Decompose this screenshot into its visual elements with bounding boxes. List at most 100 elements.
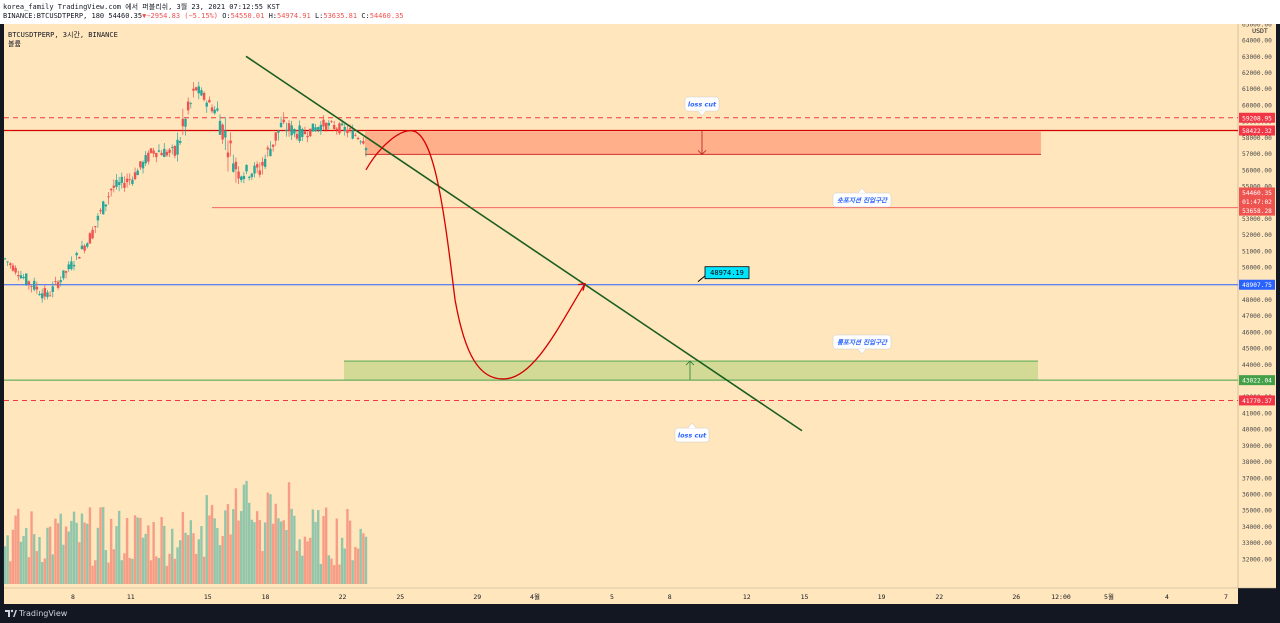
volume-bar [356, 548, 360, 584]
volume-bar [67, 531, 70, 584]
volume-bar [176, 547, 179, 584]
short-entry-label-pointer [857, 187, 867, 194]
candle-body [91, 229, 94, 239]
loss-cut-top-label-pointer [697, 110, 707, 117]
volume-bar [362, 533, 365, 584]
candle-body [248, 176, 251, 178]
y-tick-label: 53000.00 [1242, 216, 1272, 223]
tradingview-logo-icon[interactable] [5, 609, 17, 618]
price-axis-tag-text: 58422.32 [1242, 128, 1272, 135]
candle-body [165, 151, 169, 156]
volume-bar [197, 539, 200, 584]
x-tick-label: 7 [1224, 593, 1228, 601]
volume-bar [17, 508, 20, 584]
candle-body [123, 182, 126, 188]
candle-body [46, 292, 49, 297]
volume-bar [242, 484, 246, 584]
loss-cut-top-label-text: loss cut [688, 101, 717, 109]
volume-bar [263, 522, 267, 584]
candle-body [253, 165, 256, 174]
volume-bar [102, 506, 105, 584]
volume-bar [27, 557, 31, 584]
volume-bar [271, 523, 275, 584]
candle-body [279, 122, 283, 128]
volume-bar [141, 537, 145, 584]
candle-body [324, 122, 328, 131]
volume-bar [332, 565, 336, 584]
volume-bar [306, 541, 309, 584]
short-entry-zone [365, 131, 1041, 155]
candle-body [173, 146, 177, 156]
candle-body [147, 152, 150, 162]
candle-body [285, 129, 288, 132]
volume-bar [224, 510, 227, 584]
projected-price-path [365, 130, 586, 380]
candle-body [226, 152, 230, 158]
candle-body [221, 124, 224, 140]
downtrend-line [245, 55, 803, 432]
volume-bar [46, 527, 49, 584]
candle-body [19, 275, 23, 279]
volume-bar [255, 511, 259, 584]
volume-bar [48, 526, 52, 584]
candle-body [136, 170, 139, 176]
price-chart[interactable]: USDT 32000.00 33000.00 34000.00 35000.00 3600… [0, 24, 1280, 604]
y-tick-label: 46000.00 [1242, 329, 1272, 336]
y-tick-label: 51000.00 [1242, 248, 1272, 255]
volume-bar [163, 525, 166, 584]
candle-body [216, 108, 219, 111]
candle-body [168, 149, 171, 153]
close-label: C: [361, 12, 370, 20]
volume-bar [234, 488, 238, 584]
price-axis-tag [1239, 205, 1275, 216]
y-tick-label: 38000.00 [1242, 459, 1272, 466]
volume-bar [54, 518, 57, 584]
candle-body [117, 182, 121, 186]
last-price: 54460.35 [108, 12, 143, 20]
volume-bar [213, 518, 216, 584]
volume-bar [200, 526, 203, 584]
volume-bar [22, 535, 25, 584]
candle-body [293, 129, 296, 134]
volume-bar [178, 540, 182, 584]
volume-bar [128, 557, 131, 584]
x-tick-label: 12 [743, 593, 751, 601]
volume-bar [125, 518, 129, 584]
low-label: L: [314, 12, 324, 20]
price-axis-tag-text: 54460.35 [1242, 190, 1272, 197]
candle-body [70, 261, 73, 270]
volume-bar [62, 544, 65, 584]
candle-body [311, 123, 315, 132]
candle-body [75, 252, 78, 256]
volume-bar [6, 535, 9, 584]
volume-bar [51, 554, 54, 584]
candle-body [78, 257, 81, 259]
candle-body [51, 286, 54, 292]
candle-body [88, 233, 92, 244]
candle-body [271, 144, 275, 147]
candle-body [327, 122, 331, 126]
target-price-box[interactable] [704, 266, 750, 280]
candle-body [309, 128, 312, 137]
price-axis-tag [1239, 196, 1275, 207]
volume-bar [269, 494, 272, 584]
long-entry-label-text: 롱포지션 진입구간 [837, 339, 888, 347]
volume-bar [83, 522, 86, 584]
y-tick-label: 55000.00 [1242, 183, 1272, 190]
chart-legend-volume: 볼륨 [8, 40, 21, 48]
candle-body [319, 124, 323, 131]
candle-body [322, 119, 325, 127]
chart-area[interactable]: USDT 32000.00 33000.00 34000.00 35000.00 3600… [0, 24, 1280, 604]
currency-label: USDT [1252, 27, 1268, 35]
volume-bar [348, 520, 352, 584]
volume-bar [192, 533, 195, 584]
candle-body [232, 163, 235, 172]
volume-bar [324, 507, 328, 584]
volume-bar [152, 522, 155, 584]
x-tick-label: 25 [396, 593, 404, 601]
candle-body [364, 148, 368, 151]
x-tick-label: 22 [935, 593, 943, 601]
footer-brand[interactable]: TradingView [19, 609, 68, 618]
volume-bar [136, 517, 139, 584]
y-tick-label: 48000.00 [1242, 297, 1272, 304]
